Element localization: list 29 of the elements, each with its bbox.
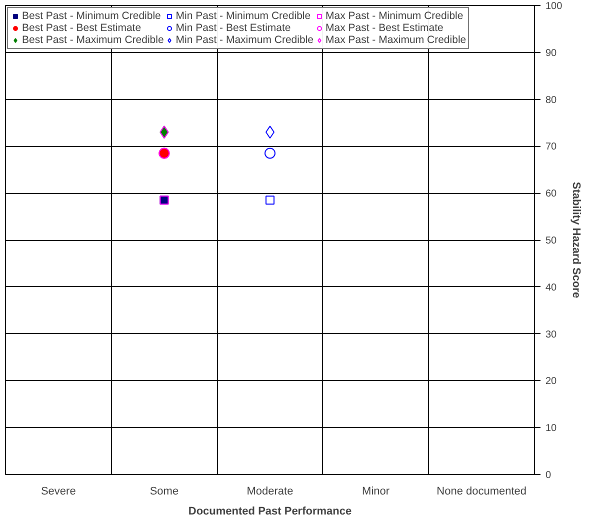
legend-label: Min Past - Best Estimate (176, 22, 291, 34)
x-axis-title: Documented Past Performance (188, 506, 352, 518)
y-tick-label: 0 (546, 470, 552, 481)
legend-label: Best Past - Maximum Credible (22, 34, 164, 46)
legend-label: Max Past - Maximum Credible (326, 34, 466, 46)
legend-label: Best Past - Minimum Credible (22, 10, 161, 22)
y-tick-label: 70 (546, 142, 558, 153)
legend-label: Min Past - Maximum Credible (176, 34, 314, 46)
y-tick-label: 100 (546, 1, 563, 12)
y-tick-label: 30 (546, 329, 558, 340)
x-tick-label: Moderate (246, 486, 294, 498)
legend-label: Max Past - Best Estimate (326, 22, 444, 34)
y-tick-label: 40 (546, 282, 558, 294)
y-tick-label: 90 (546, 48, 558, 59)
point (266, 196, 274, 205)
y-tick-label: 20 (546, 376, 558, 388)
x-tick-label: Minor (362, 486, 390, 498)
x-tick-label: Some (150, 486, 179, 498)
x-tick-label: Severe (40, 486, 76, 498)
legend-label: Best Past - Best Estimate (22, 22, 142, 34)
y-axis-title: Stability Hazard Score (570, 182, 582, 298)
x-tick-label: None documented (436, 486, 527, 498)
y-tick-label: 60 (546, 188, 558, 200)
legend-label: Min Past - Minimum Credible (176, 10, 311, 22)
y-tick-label: 50 (546, 236, 558, 246)
legend-label: Max Past - Minimum Credible (326, 10, 464, 22)
point (264, 148, 276, 159)
y-tick-label: 80 (546, 94, 558, 106)
y-tick-label: 10 (546, 423, 558, 434)
